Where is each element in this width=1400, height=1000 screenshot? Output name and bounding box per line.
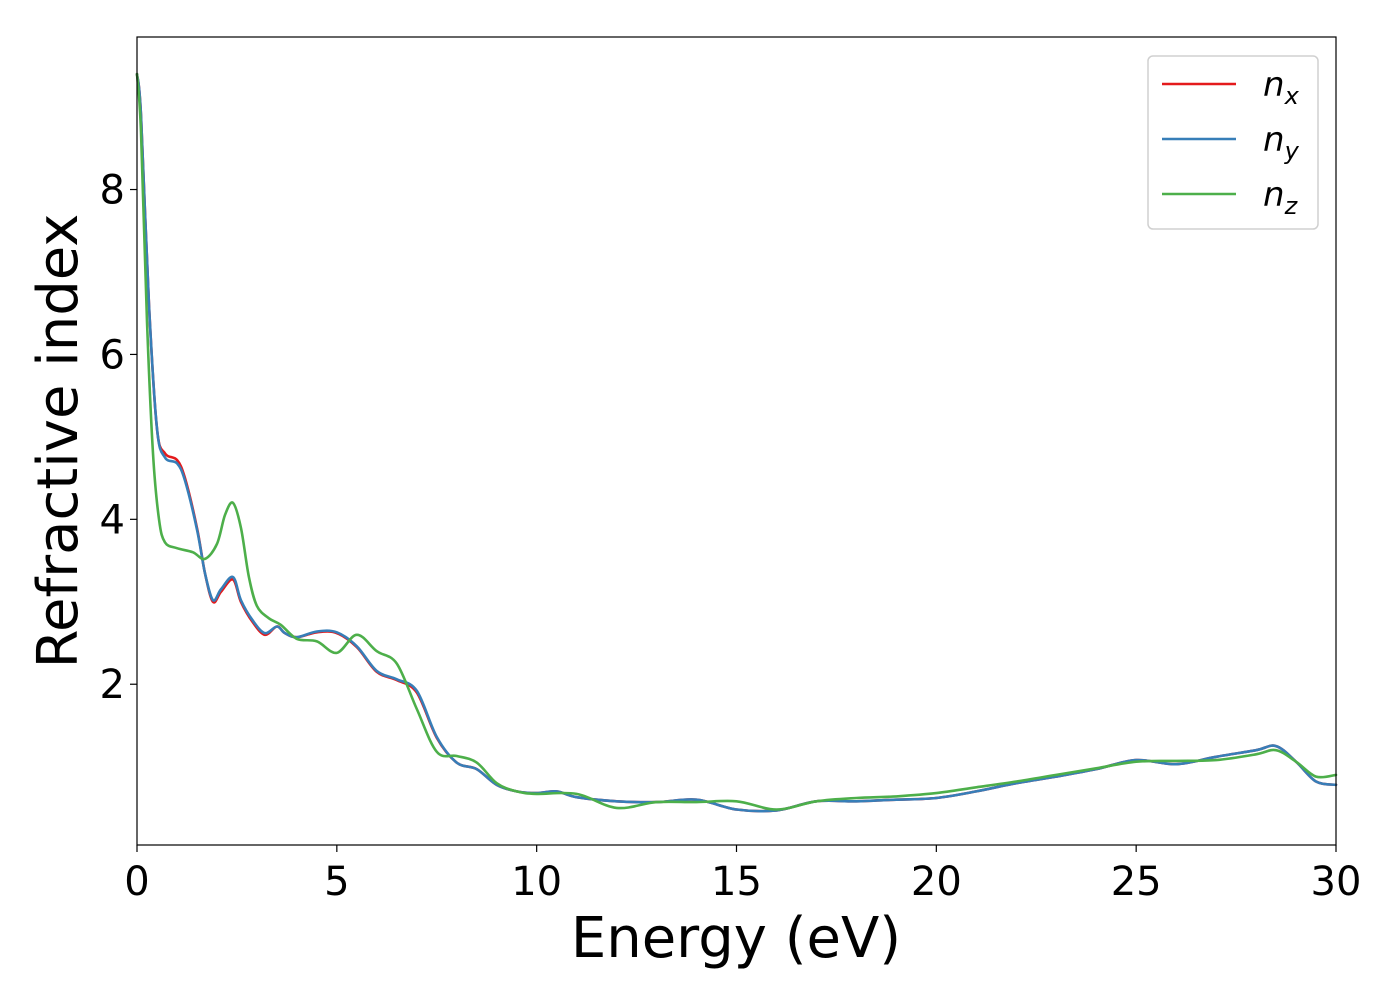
y-tick-label: 4 bbox=[100, 497, 125, 543]
y-axis-ticks: 2 4 6 8 bbox=[100, 168, 137, 708]
legend-label-n_x: nx bbox=[1263, 65, 1300, 110]
legend-label-n_y: ny bbox=[1263, 120, 1300, 165]
x-tick-label: 20 bbox=[911, 859, 962, 905]
x-tick-label: 30 bbox=[1311, 859, 1362, 905]
x-tick-label: 25 bbox=[1111, 859, 1162, 905]
y-tick-label: 6 bbox=[100, 332, 125, 378]
legend-frame bbox=[1147, 55, 1319, 230]
plot-area bbox=[137, 37, 1336, 845]
x-axis-ticks: 0 5 10 15 20 25 30 bbox=[124, 845, 1361, 905]
legend: nx ny nz bbox=[1147, 55, 1319, 230]
series-line-n_z bbox=[135, 72, 1338, 811]
x-tick-label: 15 bbox=[711, 859, 762, 905]
x-tick-label: 10 bbox=[511, 859, 562, 905]
y-tick-label: 8 bbox=[100, 168, 125, 214]
x-axis-title: Energy (eV) bbox=[571, 906, 901, 971]
series-line-n_y bbox=[135, 72, 1338, 813]
x-tick-label: 0 bbox=[124, 859, 149, 905]
series-layer bbox=[135, 72, 1338, 813]
y-axis-title: Refractive index bbox=[26, 214, 91, 669]
x-tick-label: 5 bbox=[324, 859, 349, 905]
y-tick-label: 2 bbox=[100, 662, 125, 708]
legend-items: nx ny nz bbox=[1162, 65, 1300, 220]
legend-label-n_z: nz bbox=[1263, 175, 1299, 220]
